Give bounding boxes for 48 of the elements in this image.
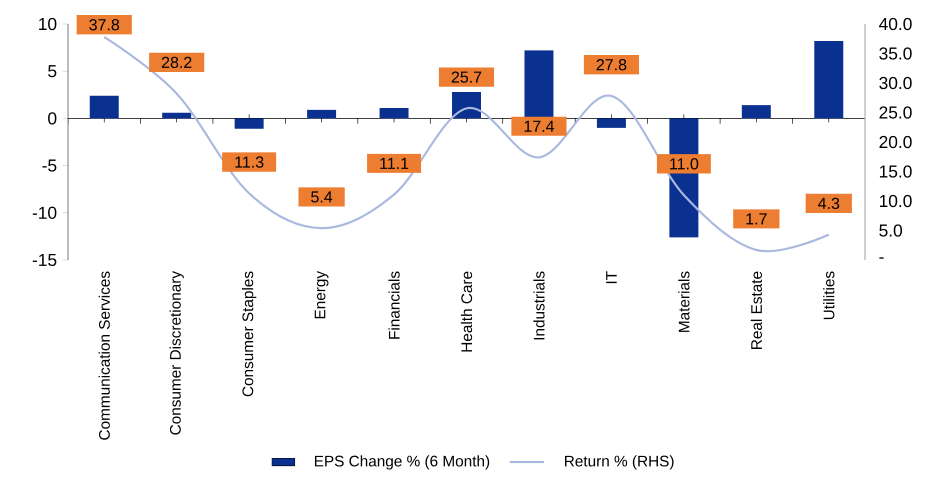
y-tick-label: 0: [48, 112, 56, 125]
bar: [452, 92, 481, 118]
y2-tick-label: 10.0: [880, 194, 912, 208]
y2-tick-label: 5.0: [879, 224, 902, 237]
legend-label: Return % (RHS): [565, 455, 674, 470]
y-tick-label: -5: [42, 160, 56, 172]
y2-tick-label: 40.0: [879, 18, 912, 30]
y-tick-label: -15: [32, 254, 56, 266]
x-tick-label: Communication Services: [98, 272, 110, 440]
y2-tick-label: 35.0: [879, 47, 912, 60]
data-label: 11.0: [670, 158, 698, 170]
data-label: 17.4: [524, 120, 554, 132]
x-tick-label: Financials: [388, 272, 400, 339]
legend-label: EPS Change % (6 Month): [314, 455, 490, 470]
y2-tick-label: 25.0: [879, 106, 912, 119]
x-tick-label: Consumer Staples: [242, 272, 256, 396]
y2-tick-label: 30.0: [879, 76, 912, 90]
x-tick-label: Materials: [678, 272, 690, 332]
x-tick-label: Utilities: [823, 272, 834, 320]
data-label: 4.3: [818, 198, 840, 210]
bar: [380, 108, 409, 118]
data-label: 11.1: [380, 158, 408, 169]
x-tick-label: Consumer Discretionary: [170, 271, 184, 435]
data-label: 27.8: [596, 59, 626, 70]
x-tick-label: Energy: [314, 270, 328, 318]
bar: [234, 118, 264, 129]
bar: [90, 96, 119, 118]
data-label: 1.7: [746, 213, 767, 224]
x-tick-label: Real Estate: [750, 272, 762, 349]
y-tick-label: -10: [32, 206, 56, 219]
data-label: 37.8: [89, 19, 120, 30]
y-tick-label: 10: [39, 18, 56, 30]
y-tick-label: 5: [48, 65, 56, 78]
bar: [596, 118, 626, 128]
data-label: 25.7: [452, 71, 482, 83]
y2-tick-label: 15.0: [880, 165, 912, 178]
y2-tick-label: -: [879, 257, 884, 259]
data-label: 28.2: [162, 56, 192, 68]
y2-tick-label: 20.0: [879, 136, 912, 148]
x-tick-label: Health Care: [460, 272, 472, 352]
data-label: 5.4: [311, 191, 332, 203]
bar: [742, 105, 771, 118]
data-label: 11.3: [235, 156, 264, 168]
x-tick-label: Industrials: [533, 272, 545, 340]
x-tick-label: IT: [606, 271, 617, 284]
bar: [162, 112, 192, 118]
bar: [307, 110, 336, 118]
bar: [814, 40, 844, 118]
